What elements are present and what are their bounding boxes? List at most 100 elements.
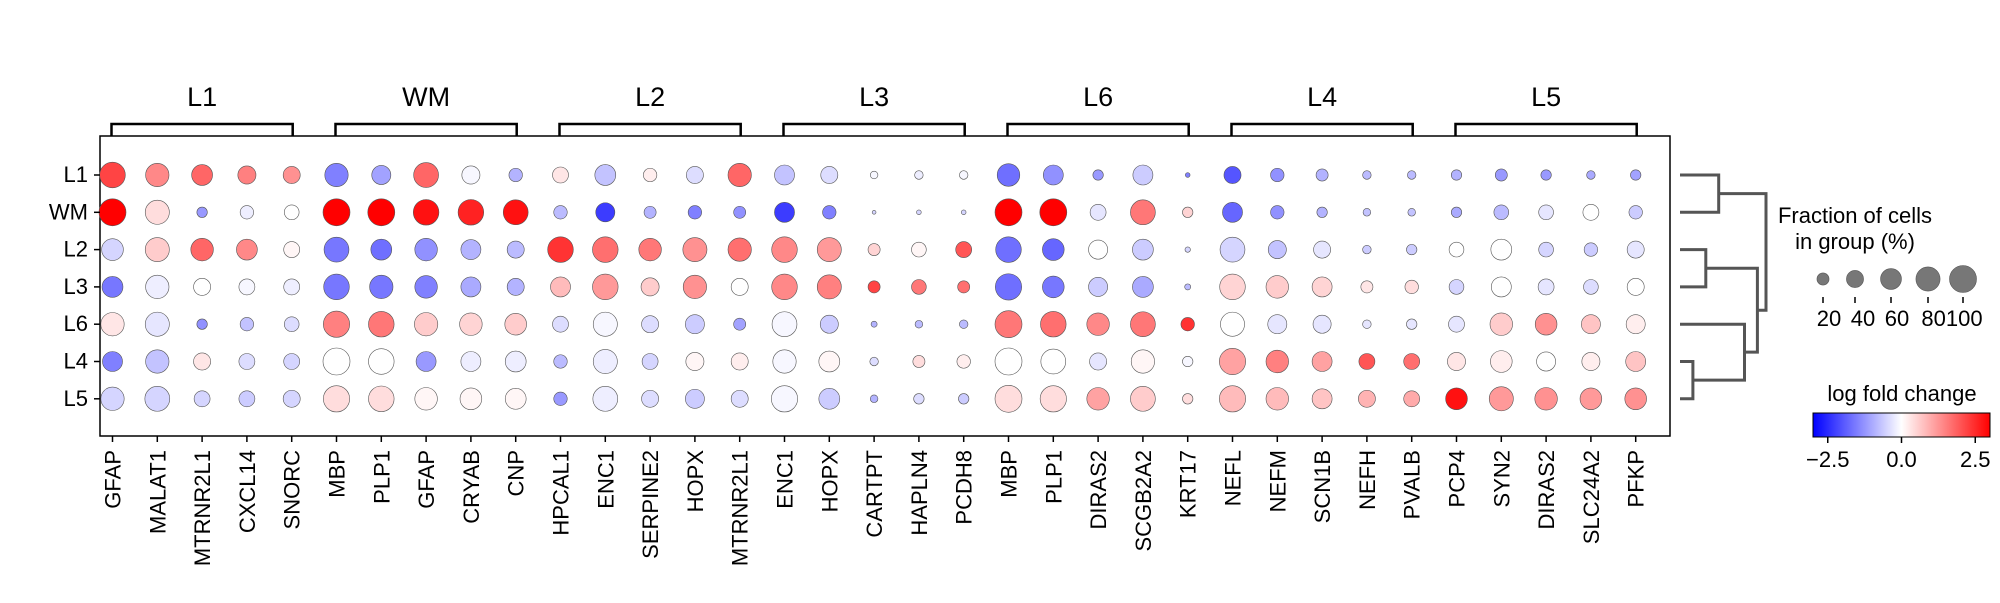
dot-WM-SCN1B xyxy=(1316,206,1328,218)
dot-L4-CARTPT xyxy=(869,356,879,367)
dot-WM-PCP4 xyxy=(1450,206,1463,218)
dot-L6-CRYAB xyxy=(459,312,483,336)
dot-L1-ENC1 xyxy=(594,164,617,186)
size-legend-dot-80 xyxy=(1915,266,1941,292)
dot-L4-CNP xyxy=(504,350,527,373)
size-legend-dot-60 xyxy=(1880,268,1902,290)
dot-L2-GFAP xyxy=(414,238,438,262)
dot-L3-GFAP xyxy=(414,275,438,299)
dot-L3-PVALB xyxy=(1404,279,1419,294)
dot-L2-SCN1B xyxy=(1313,240,1331,259)
dot-L2-SCGB2A2 xyxy=(1132,238,1154,261)
dot-L3-HOPX xyxy=(682,274,707,299)
row-label-L1: L1 xyxy=(64,162,88,187)
dot-L3-PCDH8 xyxy=(957,280,971,294)
dot-L2-HOPX xyxy=(682,237,708,262)
dot-L6-PVALB xyxy=(1406,318,1418,330)
group-label-L4: L4 xyxy=(1307,82,1337,112)
dot-L4-SYN2 xyxy=(1490,350,1513,373)
group-bracket-L2 xyxy=(558,122,742,136)
dot-WM-SCGB2A2 xyxy=(1130,199,1156,226)
row-label-L5: L5 xyxy=(64,386,88,411)
dot-L2-PVALB xyxy=(1406,244,1418,256)
dot-L2-NEFH xyxy=(1362,245,1372,255)
size-legend-dot-100 xyxy=(1949,265,1977,293)
dot-L3-SERPINE2 xyxy=(640,277,660,297)
group-label-L6: L6 xyxy=(1083,82,1113,112)
dot-L4-HPCAL1 xyxy=(553,354,568,369)
dot-WM-CARTPT xyxy=(871,210,877,215)
dot-L5-NEFH xyxy=(1358,389,1376,408)
dot-L3-SCN1B xyxy=(1311,276,1333,298)
dot-L6-SERPINE2 xyxy=(641,315,659,334)
dot-L4-MBP xyxy=(322,347,351,376)
dot-L1-PFKP xyxy=(1630,169,1642,181)
dot-L5-ENC1 xyxy=(592,386,619,412)
column-label-MTRNR2L1: MTRNR2L1 xyxy=(728,450,753,566)
dot-L1-NEFH xyxy=(1362,170,1372,180)
dot-WM-MALAT1 xyxy=(144,199,170,225)
column-label-SNORC: SNORC xyxy=(280,450,305,530)
dot-L6-GFAP xyxy=(100,312,125,337)
column-label-PCP4: PCP4 xyxy=(1445,450,1470,507)
dot-L2-NEFM xyxy=(1267,240,1287,259)
dot-L3-DIRAS2 xyxy=(1088,277,1108,297)
dendrogram xyxy=(1680,173,1768,401)
dot-WM-CXCL14 xyxy=(239,205,254,220)
dot-L2-SERPINE2 xyxy=(638,238,662,262)
dot-L5-HOPX xyxy=(818,388,841,410)
dendrogram-link-4 xyxy=(1705,266,1759,354)
dot-L2-NEFL xyxy=(1219,236,1246,263)
dot-WM-SLC24A2 xyxy=(1582,204,1600,221)
column-label-HOPX: HOPX xyxy=(817,450,842,513)
dot-L6-DIRAS2 xyxy=(1534,313,1558,336)
dot-L2-HAPLN4 xyxy=(911,241,927,258)
dot-WM-DIRAS2 xyxy=(1538,204,1554,220)
group-bracket-L3 xyxy=(782,122,966,136)
dot-L4-SLC24A2 xyxy=(1581,352,1601,371)
dot-L3-KRT17 xyxy=(1184,283,1192,291)
dot-L6-ENC1 xyxy=(592,311,618,337)
dot-L4-SERPINE2 xyxy=(641,353,659,370)
dot-L1-HOPX xyxy=(820,166,839,184)
colorbar xyxy=(1812,412,1991,438)
dot-L1-SCGB2A2 xyxy=(1132,164,1154,186)
dot-L5-MBP xyxy=(994,384,1023,413)
dot-L4-HOPX xyxy=(818,350,841,373)
dot-L1-KRT17 xyxy=(1185,172,1191,178)
dot-L2-KRT17 xyxy=(1184,246,1191,253)
dot-L1-MTRNR2L1 xyxy=(727,163,752,187)
column-label-HAPLN4: HAPLN4 xyxy=(907,450,932,536)
column-label-DIRAS2: DIRAS2 xyxy=(1534,450,1559,529)
dot-L4-PCP4 xyxy=(1447,352,1466,371)
dot-WM-NEFH xyxy=(1362,208,1372,217)
color-legend: log fold change −2.5 0.0 2.5 xyxy=(1806,381,1991,472)
dot-L2-MBP xyxy=(995,236,1022,263)
group-bracket-L6 xyxy=(1006,122,1190,136)
dot-L2-ENC1 xyxy=(771,236,798,263)
dot-L1-MALAT1 xyxy=(145,163,170,187)
dot-L3-PFKP xyxy=(1626,278,1645,296)
dot-L1-SLC24A2 xyxy=(1586,170,1596,180)
dots-layer xyxy=(98,161,1647,413)
dot-L3-CXCL14 xyxy=(238,278,256,296)
column-label-PVALB: PVALB xyxy=(1400,450,1425,519)
dot-L3-ENC1 xyxy=(592,273,619,301)
dot-L6-PLP1 xyxy=(368,311,395,338)
dot-L4-GFAP xyxy=(102,351,123,372)
dot-L1-ENC1 xyxy=(774,164,795,186)
size-legend: Fraction of cells in group (%) 20 40 60 801… xyxy=(1778,203,1983,331)
dot-L5-MBP xyxy=(323,385,350,413)
dot-L3-PCP4 xyxy=(1448,279,1465,295)
size-legend-label-2: 60 xyxy=(1885,306,1909,331)
dot-L6-ENC1 xyxy=(771,311,798,337)
colorbar-ticks: −2.5 0.0 2.5 xyxy=(1806,437,1991,472)
group-bracket-WM xyxy=(334,122,518,136)
dot-L4-PLP1 xyxy=(1040,348,1067,375)
dot-L4-CXCL14 xyxy=(238,353,256,370)
dot-L2-CNP xyxy=(506,240,525,259)
dot-L1-PCP4 xyxy=(1450,169,1463,181)
column-label-CRYAB: CRYAB xyxy=(459,450,484,524)
column-label-MBP: MBP xyxy=(997,450,1022,498)
dot-L3-GFAP xyxy=(101,276,124,298)
